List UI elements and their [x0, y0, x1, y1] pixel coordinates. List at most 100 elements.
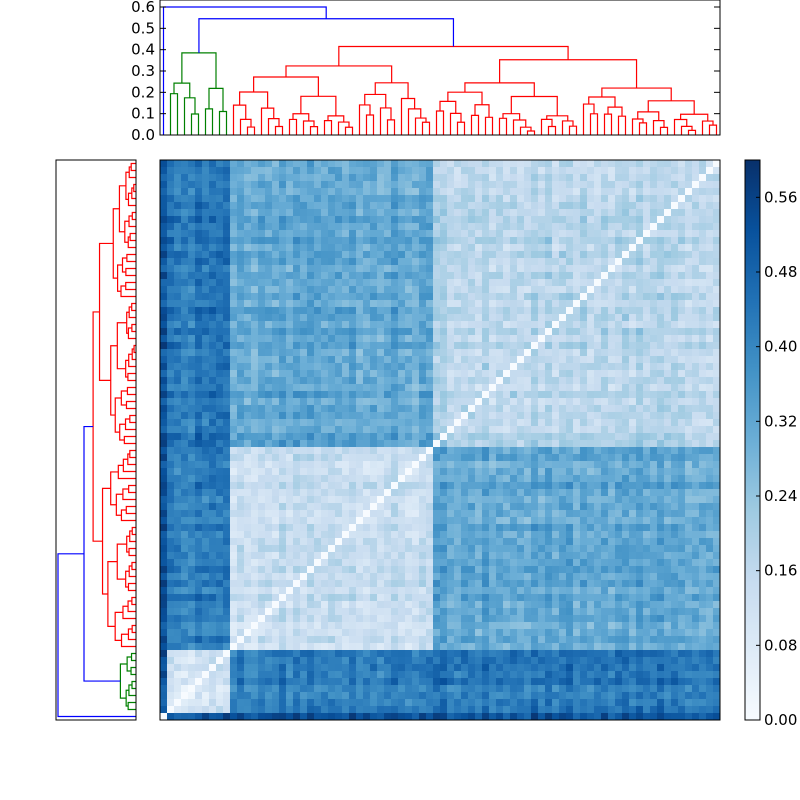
- heatmap-cell: [419, 167, 427, 175]
- heatmap-cell: [321, 328, 329, 336]
- heatmap-cell: [468, 223, 476, 231]
- heatmap-cell: [615, 279, 623, 287]
- heatmap-cell: [475, 552, 483, 560]
- heatmap-cell: [426, 510, 434, 518]
- heatmap-cell: [412, 454, 420, 462]
- heatmap-cell: [601, 370, 609, 378]
- heatmap-cell: [566, 468, 574, 476]
- heatmap-cell: [482, 251, 490, 259]
- heatmap-cell: [440, 517, 448, 525]
- heatmap-cell: [209, 412, 217, 420]
- heatmap-cell: [405, 398, 413, 406]
- heatmap-cell: [706, 517, 714, 525]
- heatmap-cell: [510, 160, 518, 168]
- heatmap-cell: [419, 314, 427, 322]
- heatmap-cell: [685, 272, 693, 280]
- heatmap-cell: [559, 496, 567, 504]
- heatmap-cell: [412, 349, 420, 357]
- heatmap-cell: [601, 314, 609, 322]
- heatmap-cell: [580, 531, 588, 539]
- heatmap-cell: [475, 496, 483, 504]
- heatmap-cell: [349, 209, 357, 217]
- heatmap-cell: [202, 412, 210, 420]
- heatmap-cell: [223, 300, 231, 308]
- heatmap-cell: [314, 391, 322, 399]
- heatmap-cell: [538, 489, 546, 497]
- heatmap-cell: [174, 538, 182, 546]
- heatmap-cell: [307, 510, 315, 518]
- heatmap-cell: [335, 349, 343, 357]
- heatmap-cell: [454, 503, 462, 511]
- heatmap-cell: [559, 468, 567, 476]
- heatmap-cell: [657, 426, 665, 434]
- heatmap-cell: [447, 496, 455, 504]
- heatmap-cell: [699, 510, 707, 518]
- heatmap-cell: [265, 160, 273, 168]
- heatmap-cell: [566, 195, 574, 203]
- heatmap-cell: [559, 475, 567, 483]
- heatmap-cell: [279, 545, 287, 553]
- heatmap-cell: [447, 314, 455, 322]
- heatmap-cell: [685, 223, 693, 231]
- heatmap-cell: [461, 405, 469, 413]
- heatmap-cell: [664, 216, 672, 224]
- heatmap-cell: [559, 412, 567, 420]
- heatmap-cell: [468, 272, 476, 280]
- heatmap-cell: [363, 426, 371, 434]
- heatmap-cell: [440, 314, 448, 322]
- heatmap-cell: [636, 160, 644, 168]
- heatmap-cell: [524, 482, 532, 490]
- heatmap-cell: [272, 412, 280, 420]
- heatmap-cell: [363, 468, 371, 476]
- heatmap-cell: [384, 160, 392, 168]
- heatmap-cell: [363, 251, 371, 259]
- heatmap-cell: [531, 433, 539, 441]
- heatmap-cell: [307, 167, 315, 175]
- heatmap-cell: [531, 538, 539, 546]
- heatmap-cell: [237, 160, 245, 168]
- heatmap-cell: [685, 496, 693, 504]
- heatmap-cell: [328, 482, 336, 490]
- heatmap-cell: [538, 384, 546, 392]
- heatmap-cell: [202, 363, 210, 371]
- heatmap-cell: [699, 188, 707, 196]
- heatmap-cell: [524, 503, 532, 511]
- heatmap-cell: [405, 293, 413, 301]
- heatmap-cell: [195, 265, 203, 273]
- heatmap-cell: [664, 405, 672, 413]
- heatmap-cell: [398, 342, 406, 350]
- heatmap-cell: [566, 391, 574, 399]
- heatmap-cell: [706, 328, 714, 336]
- heatmap-cell: [643, 468, 651, 476]
- heatmap-cell: [573, 538, 581, 546]
- heatmap-cell: [573, 209, 581, 217]
- heatmap-cell: [209, 335, 217, 343]
- heatmap-cell: [580, 293, 588, 301]
- heatmap-cell: [370, 377, 378, 385]
- heatmap-cell: [461, 524, 469, 532]
- heatmap-cell: [629, 265, 637, 273]
- heatmap-cell: [545, 391, 553, 399]
- heatmap-cell: [671, 440, 679, 448]
- heatmap-cell: [272, 356, 280, 364]
- heatmap-cell: [615, 307, 623, 315]
- heatmap-cell: [489, 503, 497, 511]
- heatmap-cell: [251, 356, 259, 364]
- heatmap-cell: [608, 412, 616, 420]
- heatmap-cell: [335, 475, 343, 483]
- heatmap-cell: [230, 482, 238, 490]
- heatmap-cell: [167, 265, 175, 273]
- heatmap-cell: [314, 552, 322, 560]
- heatmap-cell: [377, 174, 385, 182]
- heatmap-cell: [272, 349, 280, 357]
- heatmap-cell: [482, 272, 490, 280]
- heatmap-cell: [468, 552, 476, 560]
- heatmap-cell: [447, 195, 455, 203]
- heatmap-cell: [370, 181, 378, 189]
- heatmap-cell: [160, 538, 168, 546]
- heatmap-cell: [188, 328, 196, 336]
- heatmap-cell: [300, 363, 308, 371]
- heatmap-cell: [391, 286, 399, 294]
- heatmap-cell: [412, 307, 420, 315]
- heatmap-cell: [615, 328, 623, 336]
